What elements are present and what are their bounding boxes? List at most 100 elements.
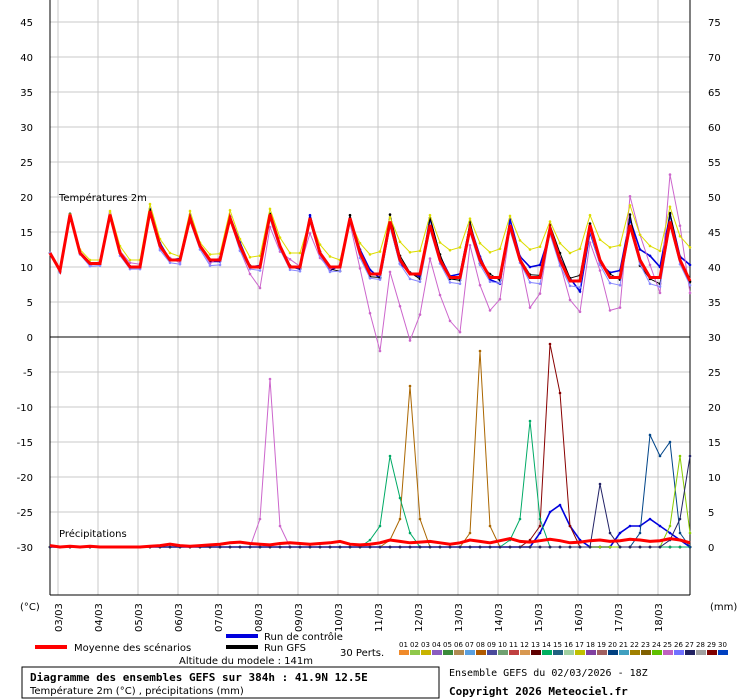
data-point xyxy=(468,545,472,549)
left-tick-label: -25 xyxy=(17,508,33,519)
data-point xyxy=(528,248,532,251)
data-point xyxy=(478,241,482,245)
data-point xyxy=(558,503,562,507)
series-line xyxy=(48,210,692,283)
data-point xyxy=(328,255,332,258)
data-point xyxy=(578,286,582,289)
date-label: 09/03 xyxy=(294,603,305,632)
data-point xyxy=(688,246,692,249)
data-point xyxy=(638,545,642,549)
data-point xyxy=(628,213,632,216)
right-tick-label: 45 xyxy=(708,228,721,239)
pert-label: 01 xyxy=(399,641,408,649)
data-point xyxy=(458,246,462,249)
data-point xyxy=(418,313,422,316)
right-tick-label: 65 xyxy=(708,88,721,99)
pert-label: 23 xyxy=(641,641,650,649)
data-point xyxy=(588,545,592,549)
data-point xyxy=(578,545,582,549)
date-label: 12/03 xyxy=(414,603,425,632)
data-point xyxy=(448,281,452,284)
legend-control-label: Run de contrôle xyxy=(264,631,343,643)
data-point xyxy=(528,281,532,284)
right-tick-label: 40 xyxy=(708,263,721,274)
data-point xyxy=(368,276,372,280)
data-point xyxy=(498,247,502,251)
data-point xyxy=(498,297,502,301)
data-point xyxy=(658,291,662,295)
pert-swatch xyxy=(465,650,475,655)
data-point xyxy=(548,342,552,346)
data-point xyxy=(598,545,602,549)
date-label: 13/03 xyxy=(454,603,465,632)
pert-swatch xyxy=(509,650,519,655)
data-point xyxy=(488,545,492,549)
data-point xyxy=(328,545,332,549)
pert-swatch xyxy=(674,650,684,655)
data-point xyxy=(278,524,282,528)
data-point xyxy=(288,545,292,549)
left-tick-label: 40 xyxy=(20,53,33,64)
series-mean xyxy=(49,537,691,549)
data-point xyxy=(378,545,382,549)
data-point xyxy=(408,384,412,388)
data-point xyxy=(618,531,622,535)
data-point xyxy=(608,281,612,285)
data-point xyxy=(398,545,402,549)
left-tick-label: 25 xyxy=(20,158,33,169)
data-point xyxy=(298,269,302,273)
data-point xyxy=(258,286,262,290)
date-label: 03/03 xyxy=(54,603,65,632)
data-point xyxy=(208,253,212,256)
data-point xyxy=(328,270,332,274)
pert-swatch xyxy=(520,650,530,655)
copyright: Copyright 2026 Meteociel.fr xyxy=(449,685,628,698)
data-point xyxy=(658,524,662,528)
data-point xyxy=(528,306,532,309)
pert-swatch xyxy=(652,650,662,655)
data-point xyxy=(478,349,482,353)
data-point xyxy=(548,220,552,223)
data-point xyxy=(608,545,612,549)
data-point xyxy=(298,545,302,549)
data-point xyxy=(578,290,582,293)
data-point xyxy=(568,545,572,549)
data-point xyxy=(598,482,602,486)
data-point xyxy=(468,531,472,535)
pert-swatch xyxy=(608,650,618,655)
series-line xyxy=(49,537,691,549)
data-point xyxy=(408,251,412,254)
run-info: Ensemble GEFS du 02/03/2026 - 18Z xyxy=(449,668,648,679)
data-point xyxy=(668,211,672,215)
pert-label: 14 xyxy=(542,641,551,649)
data-point xyxy=(408,277,412,281)
data-point xyxy=(308,213,312,217)
data-point xyxy=(548,545,552,549)
right-tick-label: 0 xyxy=(708,543,714,554)
data-point xyxy=(538,531,542,535)
data-point xyxy=(688,531,692,535)
date-label: 16/03 xyxy=(574,603,585,632)
legend-perts-label: 30 Perts. xyxy=(340,648,384,659)
data-point xyxy=(678,224,682,227)
data-point xyxy=(368,545,372,549)
pert-swatch xyxy=(399,650,409,655)
date-label: 18/03 xyxy=(654,603,665,632)
data-point xyxy=(688,291,692,295)
right-tick-label: 25 xyxy=(708,368,721,379)
footer-box xyxy=(21,666,440,699)
data-point xyxy=(318,545,322,549)
data-point xyxy=(378,278,382,281)
pert-swatch xyxy=(663,650,673,655)
data-point xyxy=(538,517,542,521)
data-point xyxy=(378,349,382,353)
data-point xyxy=(558,391,562,395)
data-point xyxy=(648,517,652,521)
pert-label: 21 xyxy=(619,641,628,649)
data-point xyxy=(498,545,502,549)
pert-label: 08 xyxy=(476,641,485,649)
date-label: 05/03 xyxy=(134,603,145,632)
data-point xyxy=(488,280,492,284)
right-tick-label: 15 xyxy=(708,438,721,449)
